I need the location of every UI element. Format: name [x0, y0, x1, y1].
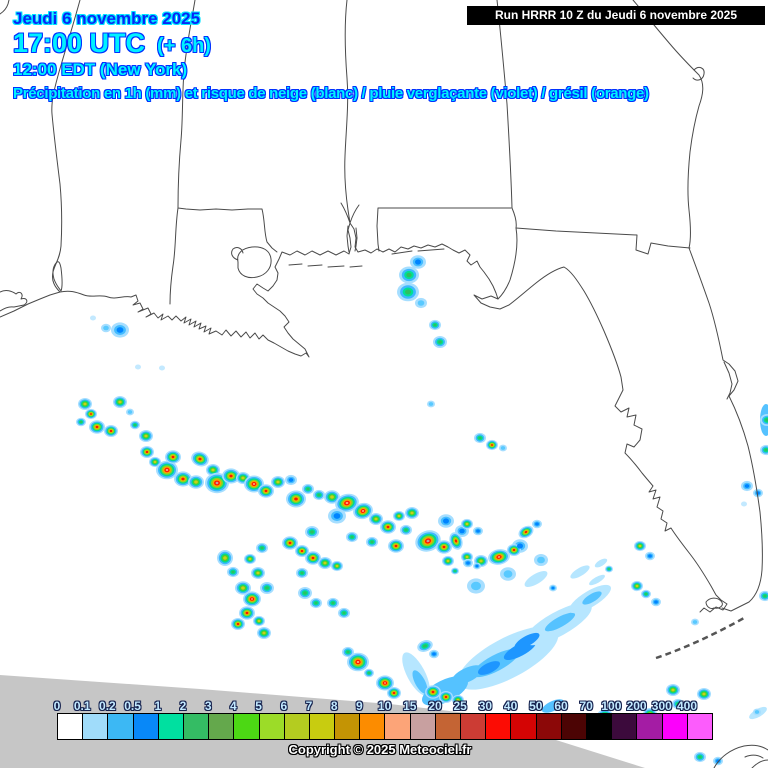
border-al-fl: [376, 207, 512, 252]
legend-swatch: [687, 714, 712, 739]
map-subtitle: Précipitation en 1h (mm) et risque de ne…: [13, 85, 649, 102]
legend-swatch: [486, 714, 512, 739]
atlantic-coastline: [632, 0, 763, 612]
legend-swatch: [561, 714, 587, 739]
border-ms-al: [340, 0, 360, 253]
galveston-bay: [0, 290, 28, 312]
copyright-text: Copyright © 2025 Meteociel.fr: [288, 742, 472, 757]
legend-swatch: [83, 714, 109, 739]
legend-swatch: [284, 714, 310, 739]
legend-swatch: [360, 714, 386, 739]
legend-swatch: [133, 714, 159, 739]
border-la-ms: [177, 0, 278, 253]
lake-pontchartrain: [231, 246, 272, 279]
legend-swatch: [183, 714, 210, 739]
border-al-ga: [496, 0, 518, 300]
indian-river-lagoon: [723, 361, 733, 400]
legend-swatch: [612, 714, 638, 739]
legend-swatch: [435, 714, 461, 739]
legend-swatch: [662, 714, 688, 739]
legend-swatch: [536, 714, 562, 739]
date-line: Jeudi 6 novembre 2025: [13, 9, 201, 28]
legend-swatch: [410, 714, 436, 739]
legend-swatch: [511, 714, 537, 739]
legend-swatch: [586, 714, 613, 739]
legend-swatch: [461, 714, 487, 739]
legend-swatch: [158, 714, 184, 739]
atchafalaya-river: [169, 207, 179, 305]
legend-swatch: [309, 714, 336, 739]
legend-swatch: [58, 714, 84, 739]
local-time: 12:00 EDT (New York): [13, 60, 188, 79]
legend-swatch: [385, 714, 411, 739]
florida-keys: [655, 616, 745, 660]
forecast-offset: (+ 6h): [157, 35, 211, 57]
barrier-islands: [288, 248, 445, 268]
utc-time: 17:00 UTC: [13, 28, 146, 58]
gulf-coastline: [0, 222, 728, 613]
time-row: 17:00 UTC (+ 6h): [13, 28, 211, 59]
legend-swatch: [637, 714, 663, 739]
border-ga-fl: [515, 227, 691, 255]
everglades-tip: [705, 597, 723, 609]
legend-swatches: [57, 713, 713, 740]
corner-coast: [0, 0, 10, 15]
legend-swatch: [209, 714, 235, 739]
legend-swatch: [259, 714, 285, 739]
savannah-inlet: [692, 66, 705, 81]
cuba-coast: [713, 744, 768, 768]
run-info-box: Run HRRR 10 Z du Jeudi 6 novembre 2025: [467, 6, 765, 25]
precipitation-layer: [76, 255, 768, 766]
sabine-lake: [52, 261, 63, 292]
legend-swatch: [234, 714, 260, 739]
legend-swatch: [108, 714, 134, 739]
legend-swatch: [335, 714, 361, 739]
